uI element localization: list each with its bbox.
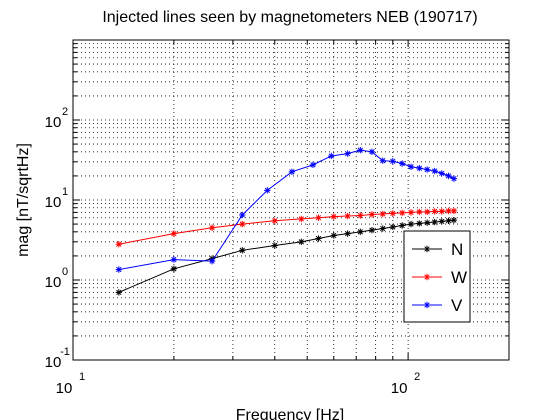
data-point (357, 146, 364, 154)
data-point (368, 211, 376, 218)
data-point (315, 214, 322, 221)
x-tick-label: 10 (391, 380, 408, 397)
data-point (445, 217, 452, 224)
data-point (423, 301, 431, 309)
legend-label: V (451, 296, 463, 315)
data-point (344, 230, 351, 237)
data-point (416, 208, 423, 216)
y-tick-label: 10 (45, 114, 62, 131)
data-point (438, 218, 445, 225)
data-point (208, 224, 216, 231)
y-tick-label: 10 (45, 194, 62, 211)
data-point (271, 242, 278, 249)
chart-title: Injected lines seen by magnetometers NEB… (102, 9, 477, 26)
data-point (398, 160, 406, 167)
legend-item-V: V (412, 296, 463, 315)
data-point (298, 215, 305, 223)
y-tick-exponent: 1 (62, 186, 68, 198)
data-point (431, 208, 438, 215)
data-point (423, 208, 431, 216)
data-point (115, 289, 123, 296)
data-point (416, 220, 423, 227)
data-point (208, 257, 216, 265)
series-layer (115, 146, 458, 296)
data-point (389, 223, 396, 231)
data-point (423, 219, 431, 226)
data-point (407, 220, 415, 228)
data-point (379, 210, 386, 218)
data-point (239, 247, 246, 254)
data-point (170, 256, 178, 263)
data-point (344, 150, 351, 157)
legend-item-N: N (412, 240, 463, 259)
legend: NWV (403, 230, 471, 323)
series-V (115, 146, 458, 273)
data-point (368, 226, 376, 234)
y-tick-exponent: -1 (60, 346, 70, 358)
data-point (389, 210, 396, 217)
data-point (357, 212, 364, 219)
series-N (115, 216, 458, 296)
data-point (115, 241, 123, 248)
legend-label: W (451, 268, 467, 287)
legend-label: N (451, 240, 463, 259)
legend-item-W: W (412, 268, 467, 287)
data-point (315, 235, 322, 242)
data-point (379, 225, 386, 232)
data-point (438, 170, 445, 177)
data-point (344, 212, 351, 220)
data-point (264, 187, 271, 194)
data-point (298, 238, 305, 246)
data-point (431, 218, 438, 226)
tick-marks (72, 39, 510, 361)
data-point (416, 164, 423, 172)
series-W (115, 207, 458, 248)
x-axis-label: Frequency [Hz] (236, 407, 344, 420)
y-tick-exponent: 2 (62, 106, 68, 118)
data-point (445, 172, 452, 180)
data-point (450, 175, 458, 182)
data-point (423, 273, 431, 281)
data-point (450, 216, 458, 224)
data-point (115, 266, 123, 273)
y-tick-label: 10 (45, 274, 62, 291)
data-point (239, 220, 246, 228)
data-point (423, 245, 431, 253)
data-point (309, 161, 317, 169)
x-tick-exponent: 1 (79, 371, 85, 383)
y-tick-exponent: 0 (62, 266, 68, 278)
data-point (398, 222, 406, 229)
grid (72, 39, 510, 361)
x-tick-label: 10 (56, 380, 73, 397)
data-point (407, 163, 415, 171)
data-point (368, 148, 376, 156)
data-point (398, 209, 406, 217)
data-point (357, 228, 364, 236)
data-point (423, 166, 431, 173)
data-point (328, 152, 335, 160)
data-point (170, 230, 178, 237)
y-tick-label: 10 (45, 354, 62, 371)
data-point (330, 232, 337, 239)
y-axis-label: mag [nT/sqrtHz] (15, 143, 32, 257)
data-point (288, 168, 296, 176)
data-point (170, 265, 178, 273)
x-tick-exponent: 2 (414, 371, 420, 383)
data-point (379, 157, 386, 164)
data-point (330, 213, 337, 220)
data-point (445, 207, 452, 215)
data-point (239, 211, 246, 219)
data-point (438, 208, 445, 215)
data-point (450, 207, 458, 215)
data-point (271, 217, 278, 224)
data-point (389, 158, 396, 165)
data-point (407, 209, 415, 216)
data-point (431, 167, 438, 175)
